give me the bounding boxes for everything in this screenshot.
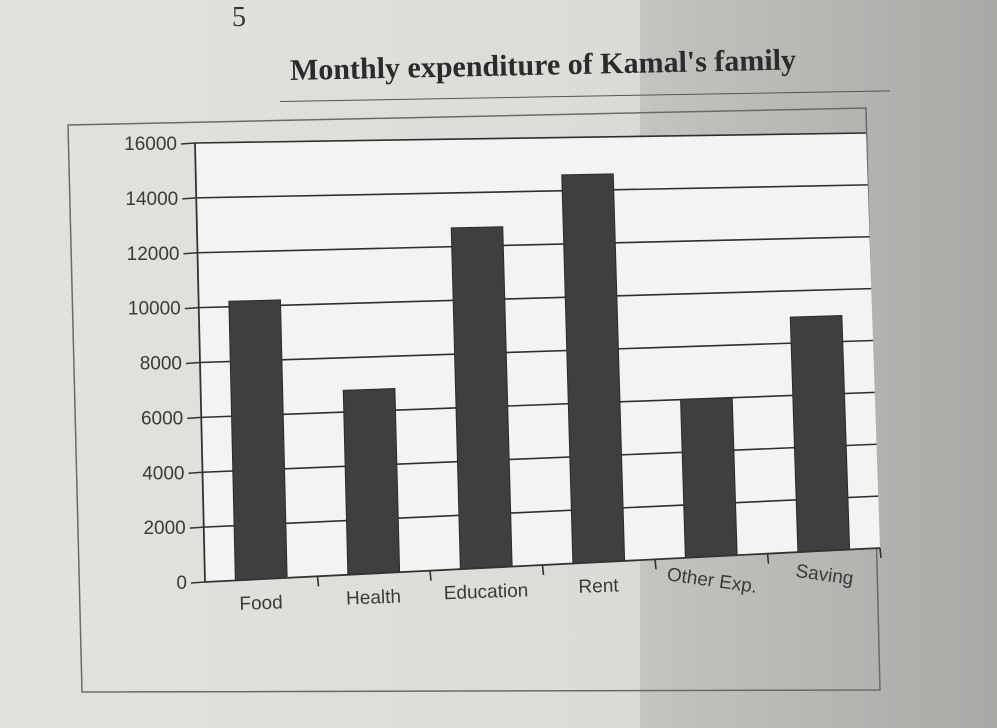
bar bbox=[680, 397, 738, 559]
y-tick-label: 8000 bbox=[140, 354, 182, 375]
gridline bbox=[201, 391, 875, 419]
y-tick-mark bbox=[189, 526, 204, 529]
y-tick-mark bbox=[183, 251, 198, 255]
bar bbox=[228, 299, 288, 581]
y-tick-mark bbox=[182, 197, 197, 200]
chart-frame bbox=[67, 107, 881, 693]
bar bbox=[561, 173, 626, 564]
x-tick-mark bbox=[654, 559, 657, 570]
category-label: Rent bbox=[578, 575, 620, 597]
x-tick-mark bbox=[316, 576, 320, 587]
x-tick-mark bbox=[429, 570, 432, 581]
x-tick-mark bbox=[766, 553, 770, 564]
gridline bbox=[199, 339, 874, 364]
bar bbox=[450, 226, 513, 570]
y-tick-mark bbox=[187, 416, 202, 420]
category-label: Saving bbox=[794, 561, 854, 590]
plot-area bbox=[195, 133, 880, 582]
gridline bbox=[197, 235, 870, 254]
y-tick-label: 6000 bbox=[141, 408, 183, 429]
gridline bbox=[194, 132, 867, 144]
gridline bbox=[198, 287, 872, 309]
category-label: Other Exp. bbox=[666, 564, 759, 597]
y-tick-mark bbox=[190, 581, 206, 584]
x-tick-mark bbox=[541, 564, 545, 576]
category-label: Education bbox=[443, 580, 528, 604]
y-tick-label: 16000 bbox=[124, 134, 177, 155]
y-tick-label: 4000 bbox=[142, 463, 184, 484]
category-label: Health bbox=[346, 587, 402, 610]
tick-label-layer: 0 2000 4000 6000 8000 10000 12000 14000 16000 bbox=[124, 134, 882, 594]
gridline bbox=[196, 184, 868, 199]
y-tick-mark bbox=[180, 142, 196, 145]
category-label: Food bbox=[239, 592, 283, 614]
y-tick-mark bbox=[184, 306, 199, 310]
gridline bbox=[203, 495, 879, 528]
grid-layer bbox=[194, 132, 879, 528]
bar bbox=[342, 388, 401, 576]
y-tick-mark bbox=[185, 361, 201, 365]
y-tick-label: 0 bbox=[176, 573, 187, 594]
y-tick-label: 10000 bbox=[128, 299, 181, 320]
bar bbox=[789, 314, 851, 553]
y-tick-label: 12000 bbox=[127, 244, 180, 265]
gridline bbox=[202, 443, 877, 474]
bar-layer bbox=[228, 173, 851, 581]
page-number: 5 bbox=[232, 2, 246, 33]
x-tick-mark bbox=[879, 547, 882, 559]
y-tick-mark bbox=[188, 471, 203, 475]
y-tick-label: 2000 bbox=[143, 518, 185, 539]
y-tick-label: 14000 bbox=[125, 189, 178, 210]
